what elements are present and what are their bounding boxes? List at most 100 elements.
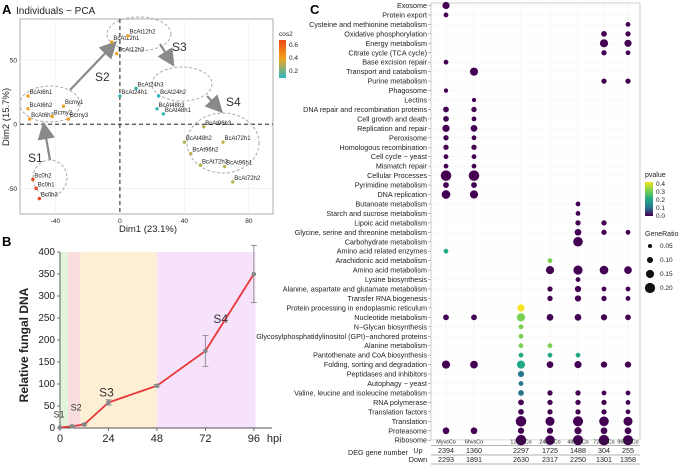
dotplot-dot — [547, 295, 553, 302]
dotplot-row-label: Lipoic acid metabolism — [354, 218, 427, 227]
dotplot-dot — [575, 399, 581, 406]
pca-transition-arrows — [37, 40, 223, 161]
pca-points: BcAt12h1BcAt12h2BcAt12h3BcAt6h1BcAt6h2Bc… — [26, 30, 261, 201]
pca-title: Individuals − PCA — [16, 6, 96, 17]
dotplot-dot — [625, 229, 631, 235]
dotplot-dot — [625, 314, 631, 321]
pca-point-label: Bcmy3 — [70, 113, 89, 119]
dotplot-dot — [518, 333, 524, 339]
dotplot-row-label: Homologous recombination — [340, 143, 428, 152]
pca-point-label: BcAt24h1 — [121, 90, 148, 96]
pca-point-label: BcAt96h1 — [226, 161, 253, 167]
pca-point — [31, 177, 35, 182]
growth-stage-label: S3 — [99, 385, 114, 399]
pca-point-label: BcAt48h2 — [186, 136, 213, 142]
dotplot-row-label: Cell cycle − yeast — [371, 152, 427, 161]
dotplot-row-label: Transport and catabolism — [346, 67, 427, 76]
dotplot-dot — [625, 296, 631, 301]
dotplot-dot — [547, 390, 553, 396]
generatio-tick: 0.15 — [660, 271, 673, 278]
pca-point — [37, 196, 42, 201]
dotplot-dot — [471, 135, 477, 141]
pca-point — [27, 117, 32, 121]
dotplot-row-label: Transfer RNA biogenesis — [347, 294, 427, 303]
dotplot-dot — [625, 22, 631, 27]
dotplot-dot — [518, 381, 524, 386]
dotplot-dot — [601, 220, 607, 226]
growth-y-tick: 200 — [38, 335, 55, 346]
deg-table-cells: Up 2394 1360 2297 1725 1488 304 255 Down 2293 1891… — [409, 445, 640, 465]
growth-stage-labels: S1 S2 S3 S4 — [53, 312, 228, 420]
dotplot-dot — [574, 295, 582, 302]
dotplot-dot — [575, 352, 581, 358]
dotplot-dot — [470, 427, 478, 435]
deg-cell: 1360 — [466, 446, 482, 455]
dotplot-dot — [471, 182, 477, 188]
dotplot-dot — [601, 399, 607, 406]
dotplot-dot — [545, 416, 555, 426]
growth-y-tick: 300 — [38, 291, 55, 302]
pca-point — [189, 152, 193, 156]
pca-stage-s3: S3 — [172, 40, 187, 54]
cos2-tick: 0.4 — [289, 55, 298, 62]
dotplot-row-label: Energy metabolism — [365, 39, 427, 48]
pca-point-label: BcAt12h2 — [129, 30, 156, 36]
growth-x-tick: 24 — [102, 433, 114, 445]
growth-x-unit: hpi — [267, 433, 282, 445]
dotplot-dot — [601, 286, 607, 292]
pca-y-tick: -50 — [8, 186, 18, 193]
pca-plot-area — [19, 18, 274, 215]
growth-y-tick: 150 — [38, 357, 55, 368]
dotplot-dot — [545, 266, 555, 275]
dotplot-row-label: Valine, leucine and isoleucine metabolis… — [294, 388, 427, 397]
dotplot-dot — [442, 427, 450, 435]
dotplot-dot — [443, 106, 449, 113]
deg-cell: 255 — [622, 446, 634, 455]
growth-y-tick: 100 — [38, 379, 55, 390]
dotplot-dot — [443, 314, 449, 321]
dotplot-dot — [572, 416, 584, 427]
deg-cell: 2394 — [438, 446, 454, 455]
deg-table: DEG gene number Up 2394 1360 2297 1725 1488 30… — [348, 445, 640, 465]
dotplot-row-label: Base excision repair — [362, 58, 427, 67]
dotplot-row-label: Proteasome — [388, 426, 427, 435]
dotplot-dot — [470, 360, 478, 369]
dotplot-column-label: 96hvsCo — [617, 440, 638, 446]
dotplot-row-label: Amino acid metabolism — [353, 266, 427, 275]
pca-point — [161, 112, 166, 116]
dotplot-dot — [443, 144, 449, 150]
dotplot-dot — [574, 285, 582, 293]
growth-y-tick: 50 — [44, 401, 56, 412]
dotplot-dot — [547, 409, 553, 415]
pca-point-label: BcAt72h1 — [225, 136, 252, 142]
pca-point — [126, 33, 130, 38]
dotplot-dot — [471, 106, 477, 113]
dotplot-row-label: Alanine metabolism — [364, 341, 427, 350]
dotplot-dot — [443, 12, 449, 18]
pca-point-label: BcAt48h3 — [158, 103, 185, 109]
dotplot-column-label: 24hvsCo — [539, 440, 560, 446]
growth-stage-band — [156, 252, 256, 428]
pca-point-label: BcAt72h2 — [234, 176, 261, 182]
deg-cell: 1891 — [466, 455, 482, 464]
pca-stage-s2: S2 — [95, 70, 110, 84]
pvalue-legend: pvalue 0.4 0.3 0.2 0.1 0.0 — [645, 172, 666, 220]
generatio-tick: 0.20 — [660, 285, 673, 292]
dotplot-dot — [547, 286, 553, 292]
growth-stage-band — [68, 252, 81, 428]
pca-y-label: Dim2 (15.7%) — [1, 88, 12, 146]
generatio-legend-title: GeneRatio — [645, 231, 679, 238]
pca-x-tick: -40 — [51, 218, 61, 225]
pca-point-label: BcAt6h1 — [30, 90, 53, 96]
pvalue-tick: 0.3 — [656, 189, 665, 196]
pca-point-label: BcAt24h3 — [138, 82, 165, 88]
dotplot-row-label: Glycosylphosphatidylinositol (GPI)−ancho… — [256, 332, 427, 341]
dotplot-dot — [517, 304, 525, 312]
generatio-tick: 0.05 — [660, 243, 673, 250]
dotplot-row-label: Peroxisome — [389, 133, 427, 142]
pvalue-tick: 0.4 — [656, 181, 665, 188]
dotplot-dot — [574, 313, 582, 321]
